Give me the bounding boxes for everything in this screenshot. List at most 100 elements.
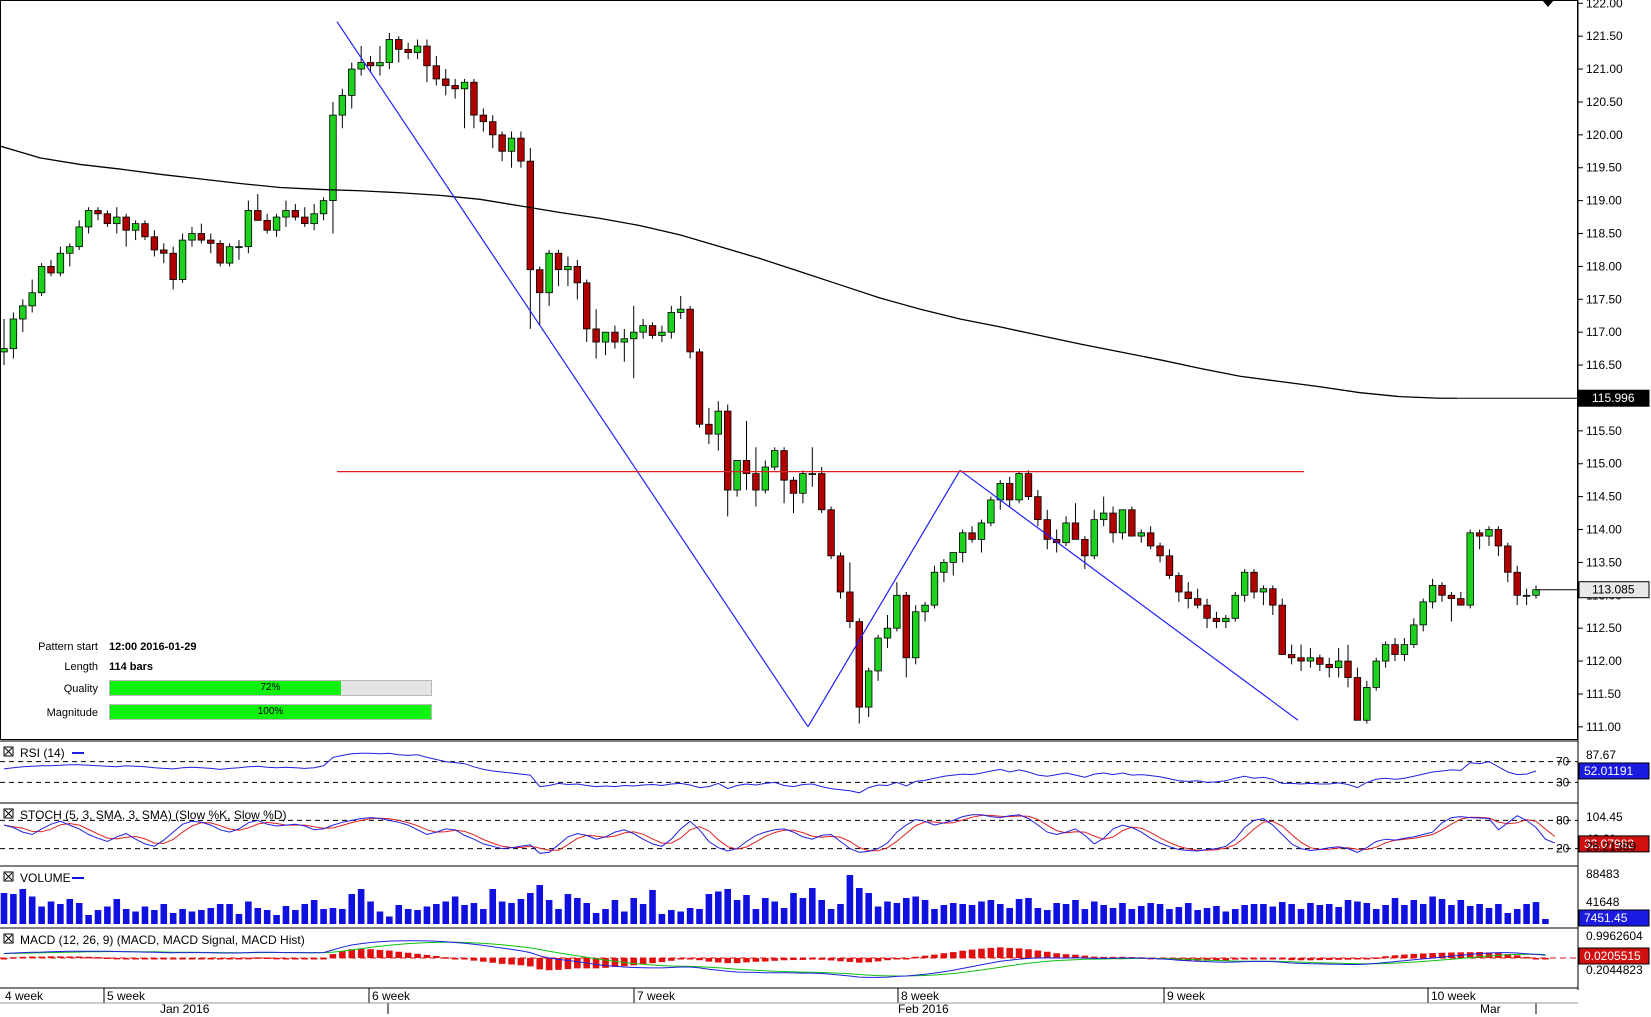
macd-hist-bar (339, 950, 346, 958)
volume-bar (686, 908, 694, 924)
volume-bar (348, 894, 356, 924)
volume-bar (545, 900, 553, 924)
quality-bar-fill (110, 681, 342, 695)
candle-bull (1137, 532, 1145, 537)
macd-hist-bar (216, 958, 224, 960)
candle-bull (244, 210, 253, 248)
candle-bull (677, 308, 685, 313)
macd-hist-bar (996, 947, 1004, 958)
volume-bar (451, 896, 459, 924)
candle-bear (752, 473, 760, 491)
panel-close-icon-stroke (4, 934, 13, 943)
candle-bear (94, 210, 102, 215)
volume-bar (677, 911, 685, 924)
macd-hist-bar (207, 958, 215, 960)
macd-hist-bar (292, 958, 299, 960)
candle-bull (1485, 529, 1493, 537)
candle-bull (771, 450, 779, 468)
macd-hist-bar (978, 948, 985, 958)
volume-bar (357, 889, 365, 924)
candle-bear (1109, 512, 1117, 534)
macd-hist-bar (809, 958, 816, 960)
macd-hist-bar (1419, 953, 1427, 958)
candle-bear (291, 210, 300, 218)
stoch-label-3: 26.21389 (1586, 840, 1636, 854)
candle-bear (583, 282, 591, 330)
pattern-line (336, 21, 809, 728)
candle-bull (310, 213, 318, 225)
candle-bear (648, 325, 657, 336)
pattern-start-value: 12:00 2016-01-29 (109, 641, 197, 653)
macd-hist-bar (1335, 958, 1342, 960)
candle-bear (1071, 522, 1080, 540)
volume-bar (1391, 898, 1399, 924)
volume-bar (1297, 909, 1305, 924)
price-tick-label: 117.00 (1586, 325, 1622, 339)
macd-hist-bar (1241, 958, 1248, 960)
volume-bar (0, 893, 8, 924)
candle-bear (1325, 663, 1333, 669)
quality-bar: 72% (109, 680, 432, 696)
candle-bear (263, 219, 271, 231)
main-panel-border (0, 0, 1578, 740)
volume-bar (1401, 905, 1408, 924)
candle-bull (996, 483, 1004, 501)
panel-close-icon-stroke (4, 747, 13, 756)
macd-hist-bar (470, 958, 478, 961)
candle-bull (338, 94, 347, 116)
macd-hist-bar (263, 957, 271, 959)
candle-bear (489, 121, 497, 136)
macd-hist-bar (1523, 956, 1530, 959)
volume-bar (780, 908, 788, 924)
price-tick-label: 120.00 (1586, 128, 1623, 142)
candle-bear (536, 269, 544, 294)
macd-hist-bar (1213, 958, 1220, 961)
macd-hist-bar (799, 958, 807, 960)
candle-bull (949, 552, 957, 563)
volume-bar (1429, 896, 1436, 924)
volume-bar (508, 903, 515, 924)
macd-hist-bar (1090, 956, 1098, 959)
volume-bar (1363, 903, 1371, 924)
volume-bar (1495, 904, 1502, 924)
candle-bull (564, 265, 572, 271)
volume-bar (1269, 906, 1277, 924)
magnitude-label: Magnitude (46, 707, 98, 719)
candle-bull (0, 348, 8, 353)
volume-bar (837, 904, 844, 924)
volume-bar (1354, 901, 1361, 924)
magnitude-bar-fill (110, 705, 431, 719)
price-label: 115.996 (1592, 391, 1635, 405)
macd-hist-bar (489, 958, 497, 963)
volume-bar (705, 894, 713, 924)
macd-hist-bar (1354, 958, 1361, 960)
macd-hist-bar (1344, 958, 1352, 960)
candle-bull (1334, 660, 1343, 669)
candle-bull (235, 246, 243, 249)
candle-bear (1081, 538, 1089, 557)
candle-bull (272, 216, 281, 231)
candle-bear (1278, 604, 1286, 655)
macd-hist-bar (132, 958, 139, 960)
candle-bull (930, 571, 939, 606)
volume-bar (10, 894, 17, 924)
macd-hist-bar (921, 955, 929, 958)
volume-bar (75, 903, 83, 924)
macd-bottom-label: 0.2044823 (1586, 963, 1643, 977)
macd-hist-bar (564, 958, 572, 970)
volume-bar (696, 909, 703, 924)
candle-bear (1156, 545, 1164, 557)
volume-bar (611, 900, 619, 924)
volume-bar (1532, 902, 1540, 924)
volume-bar (536, 885, 544, 924)
rsi-level-label: 70 (1556, 755, 1570, 769)
price-tick-label: 120.50 (1586, 95, 1623, 109)
volume-bar (461, 905, 468, 924)
volume-bar (752, 909, 760, 924)
volume-bar (1222, 911, 1230, 924)
rsi-line (3, 752, 1537, 794)
candle-bull (507, 137, 516, 152)
volume-bar (188, 911, 196, 924)
candle-bull (1240, 571, 1249, 596)
candle-bull (545, 252, 553, 294)
